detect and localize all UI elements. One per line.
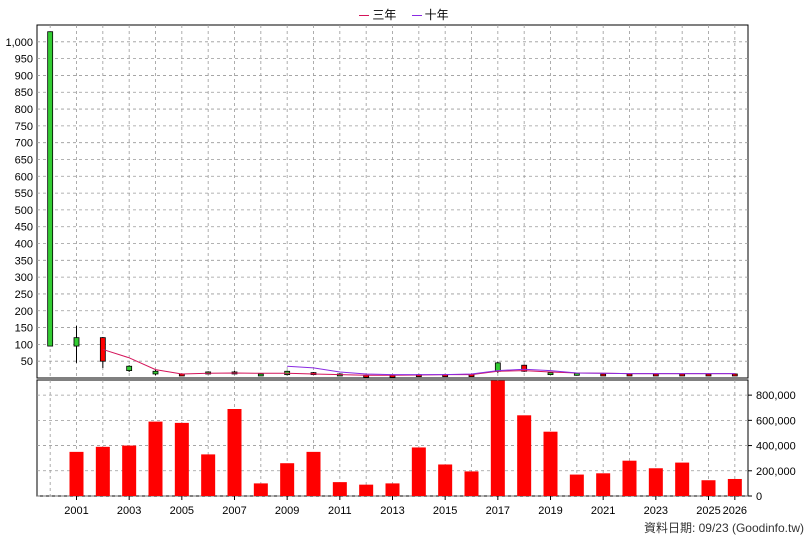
volume-bar <box>332 482 347 496</box>
xtick-label: 2025 <box>696 505 720 517</box>
volume-bar <box>648 468 663 496</box>
price-ytick-label: 350 <box>15 255 33 267</box>
legend-label-10yr: 十年 <box>424 8 449 22</box>
candle-body <box>731 373 738 377</box>
axes: 50 100 150 200 250 300 350 400 450 500 550 600 650 70… <box>5 37 795 517</box>
volume-bar <box>701 480 716 496</box>
volume-bar <box>148 421 163 496</box>
volume-bar <box>201 454 216 496</box>
xtick-label: 2019 <box>538 505 562 517</box>
volume-ytick-label: 400,000 <box>756 441 796 453</box>
legend-item-10yr: 十年 <box>411 6 449 23</box>
volume-ytick-label: 800,000 <box>756 390 796 402</box>
volume-bar <box>359 484 374 496</box>
volume-bar <box>490 380 505 496</box>
xtick-label: 2026 <box>723 505 747 517</box>
candle-body <box>152 370 159 375</box>
price-ytick-label: 550 <box>15 188 33 200</box>
volume-bar <box>306 451 321 496</box>
xtick-label: 2007 <box>222 505 246 517</box>
volume-bar <box>385 483 400 496</box>
xtick-label: 2023 <box>644 505 668 517</box>
volume-bar <box>517 415 532 496</box>
ma-line <box>287 365 735 376</box>
volume-bar <box>438 464 453 496</box>
volume-ytick-label: 600,000 <box>756 415 796 427</box>
price-ytick-label: 850 <box>15 87 33 99</box>
candle-body <box>257 373 264 377</box>
price-ytick-label: 900 <box>15 70 33 82</box>
volume-bar <box>569 474 584 496</box>
legend-swatch-10yr <box>411 15 422 17</box>
xtick-label: 2005 <box>170 505 194 517</box>
candle-body <box>705 373 712 377</box>
price-ytick-label: 800 <box>15 104 33 116</box>
legend-item-3yr: 三年 <box>359 6 396 23</box>
volume-bar <box>122 445 137 496</box>
volume-bar <box>727 478 742 496</box>
candle-body <box>652 373 659 377</box>
volume-bar <box>280 463 295 496</box>
price-ytick-label: 750 <box>15 121 33 133</box>
price-ytick-label: 400 <box>15 239 33 251</box>
price-ytick-label: 300 <box>15 272 33 284</box>
candle-body <box>547 372 554 376</box>
volume-bar <box>174 422 189 496</box>
xtick-label: 2013 <box>380 505 404 517</box>
xtick-label: 2017 <box>486 505 510 517</box>
data-date-footer: 資料日期: 09/23 (Goodinfo.tw) <box>643 521 804 535</box>
candle-body <box>573 372 580 376</box>
legend-swatch-3yr <box>359 15 370 17</box>
candle-body <box>47 31 54 347</box>
legend: 三年 十年 <box>0 6 808 23</box>
price-ytick-label: 650 <box>15 154 33 166</box>
xtick-label: 2009 <box>275 505 299 517</box>
volume-bar <box>543 431 558 496</box>
volume-bar <box>95 446 110 496</box>
xtick-label: 2015 <box>433 505 457 517</box>
volume-bar <box>69 451 84 496</box>
volume-bar <box>411 447 426 496</box>
xtick-label: 2003 <box>117 505 141 517</box>
price-grid <box>36 24 749 379</box>
price-ytick-label: 250 <box>15 289 33 301</box>
candle-body <box>626 373 633 377</box>
candle-body <box>679 373 686 377</box>
legend-label-3yr: 三年 <box>372 8 397 22</box>
volume-bars <box>69 380 742 496</box>
volume-bar <box>622 460 637 496</box>
candle-body <box>126 365 133 372</box>
price-ytick-label: 950 <box>15 54 33 66</box>
price-ytick-label: 500 <box>15 205 33 217</box>
candle-body <box>600 373 607 377</box>
price-ytick-label: 150 <box>15 323 33 335</box>
volume-grid <box>36 379 749 497</box>
volume-bar <box>227 409 242 496</box>
volume-bar <box>253 483 268 496</box>
price-ytick-label: 1,000 <box>5 37 33 49</box>
price-ytick-label: 50 <box>21 356 33 368</box>
price-ytick-label: 450 <box>15 222 33 234</box>
price-ytick-label: 700 <box>15 138 33 150</box>
xtick-label: 2001 <box>64 505 88 517</box>
volume-ytick-label: 200,000 <box>756 466 796 478</box>
candle-body <box>521 364 528 372</box>
candle-body <box>73 337 80 347</box>
price-ytick-label: 200 <box>15 306 33 318</box>
volume-bar <box>464 471 479 496</box>
volume-bar <box>596 473 611 496</box>
xtick-label: 2011 <box>328 505 352 517</box>
volume-ytick-label: 0 <box>756 491 762 503</box>
price-ytick-label: 600 <box>15 171 33 183</box>
price-ytick-label: 100 <box>15 339 33 351</box>
moving-average-lines <box>102 348 735 376</box>
xtick-label: 2021 <box>591 505 615 517</box>
volume-bar <box>675 462 690 496</box>
